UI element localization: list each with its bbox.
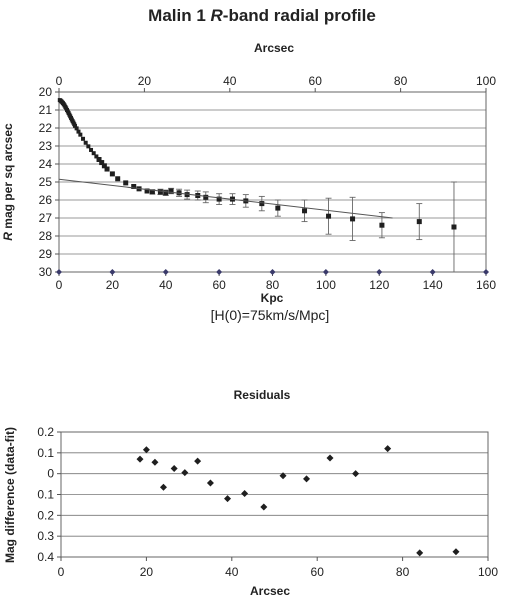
residuals-y-tick-label: 0.1 — [37, 488, 54, 502]
profile-x-tick-label: 60 — [212, 278, 226, 292]
profile-axis-marker — [216, 269, 222, 275]
profile-y-tick-label: 28 — [39, 229, 53, 243]
profile-y-tick-label: 25 — [39, 175, 53, 189]
profile-x-tick-label: 100 — [316, 278, 336, 292]
profile-y-tick-label: 30 — [39, 265, 53, 279]
profile-axis-ticks: 20212223242526272829300 20 40 60 80 100 120 140… — [39, 74, 497, 292]
profile-y-tick-label: 26 — [39, 193, 53, 207]
residuals-axis-ticks: 0.2 0.1 0 0.1 0.2 0.3 0.4 0 20 40 60 80 100 — [37, 425, 498, 579]
profile-top-tick-label: 60 — [309, 74, 323, 88]
profile-axis-marker — [376, 269, 382, 275]
profile-y-tick-label: 27 — [39, 211, 53, 225]
profile-top-tick-label: 0 — [56, 74, 63, 88]
profile-axis-marker — [430, 269, 436, 275]
profile-axis-marker — [270, 269, 276, 275]
residual-data-point — [416, 549, 423, 556]
profile-gridlines — [59, 92, 486, 272]
profile-x-tick-label: 0 — [56, 278, 63, 292]
profile-x-tick-label: 160 — [476, 278, 496, 292]
residuals-y-tick-label: 0.2 — [37, 508, 54, 522]
residuals-data-marks — [136, 445, 459, 556]
profile-data-point — [78, 133, 82, 137]
residuals-x-tick-label: 0 — [58, 565, 65, 579]
profile-y-tick-label: 23 — [39, 139, 53, 153]
profile-x-tick-label: 20 — [106, 278, 120, 292]
residual-data-point — [194, 458, 201, 465]
profile-y-tick-label: 24 — [39, 157, 53, 171]
profile-y-axis-title: R mag per sq arcsec — [1, 123, 15, 241]
residual-data-point — [452, 548, 459, 555]
profile-data-point — [158, 189, 163, 194]
profile-x-tick-label: 120 — [369, 278, 389, 292]
residual-data-point — [181, 469, 188, 476]
residual-data-point — [160, 484, 167, 491]
profile-data-point — [326, 214, 331, 219]
profile-axis-marker — [323, 269, 329, 275]
residual-data-point — [260, 504, 267, 511]
profile-axis-marker — [109, 269, 115, 275]
residuals-x-tick-label: 40 — [225, 565, 239, 579]
residuals-x-axis-title: Arcsec — [250, 584, 290, 598]
residuals-x-tick-label: 100 — [478, 565, 498, 579]
residuals-chart-title: Residuals — [234, 388, 291, 402]
profile-data-point — [203, 195, 208, 200]
profile-top-tick-label: 100 — [476, 74, 496, 88]
residual-data-point — [224, 495, 231, 502]
profile-data-point — [110, 171, 115, 176]
residual-data-point — [327, 455, 334, 462]
profile-data-point — [84, 141, 88, 145]
residual-data-point — [136, 456, 143, 463]
profile-x-axis-title: Kpc — [261, 291, 284, 305]
residual-data-point — [171, 465, 178, 472]
residuals-x-tick-label: 60 — [311, 565, 325, 579]
residuals-y-tick-label: 0.2 — [37, 425, 54, 439]
residuals-gridlines — [61, 432, 488, 557]
profile-y-tick-label: 29 — [39, 247, 53, 261]
residual-data-point — [352, 470, 359, 477]
hubble-constant-note: [H(0)=75km/s/Mpc] — [211, 307, 330, 323]
profile-top-tick-label: 40 — [223, 74, 237, 88]
residuals-x-tick-label: 80 — [396, 565, 410, 579]
profile-data-point — [115, 176, 120, 181]
profile-data-point — [259, 201, 264, 206]
profile-x-tick-label: 40 — [159, 278, 173, 292]
profile-y-tick-label: 20 — [39, 85, 53, 99]
residuals-y-tick-label: 0.1 — [37, 446, 54, 460]
profile-data-point — [417, 219, 422, 224]
residual-data-point — [241, 490, 248, 497]
profile-data-point — [302, 208, 307, 213]
profile-top-axis-title: Arcsec — [254, 41, 294, 55]
profile-top-tick-label: 20 — [138, 74, 152, 88]
residual-data-point — [384, 445, 391, 452]
profile-data-marks — [56, 98, 489, 275]
residual-data-point — [303, 475, 310, 482]
profile-axis-marker — [483, 269, 489, 275]
profile-data-point — [275, 206, 280, 211]
profile-y-tick-label: 21 — [39, 103, 53, 117]
profile-data-point — [451, 225, 456, 230]
profile-y-tick-label: 22 — [39, 121, 53, 135]
residuals-x-tick-label: 20 — [140, 565, 154, 579]
residuals-y-axis-title: Mag difference (data-fit) — [3, 427, 17, 563]
profile-top-tick-label: 80 — [394, 74, 408, 88]
residual-data-point — [143, 446, 150, 453]
profile-chart-title: Malin 1 R-band radial profile — [148, 6, 376, 25]
profile-axis-marker — [56, 269, 62, 275]
residuals-y-tick-label: 0.4 — [37, 550, 54, 564]
profile-data-point — [86, 144, 90, 148]
residuals-y-tick-label: 0.3 — [37, 529, 54, 543]
profile-data-point — [379, 223, 384, 228]
profile-data-point — [123, 180, 128, 185]
profile-fit-line — [59, 179, 393, 218]
residuals-y-tick-label: 0 — [47, 467, 54, 481]
profile-x-tick-label: 80 — [266, 278, 280, 292]
residual-data-point — [151, 459, 158, 466]
residual-data-point — [207, 480, 214, 487]
profile-data-point — [81, 137, 85, 141]
profile-axis-marker — [163, 269, 169, 275]
profile-data-point — [105, 167, 110, 172]
profile-x-tick-label: 140 — [423, 278, 443, 292]
profile-data-point — [350, 216, 355, 221]
